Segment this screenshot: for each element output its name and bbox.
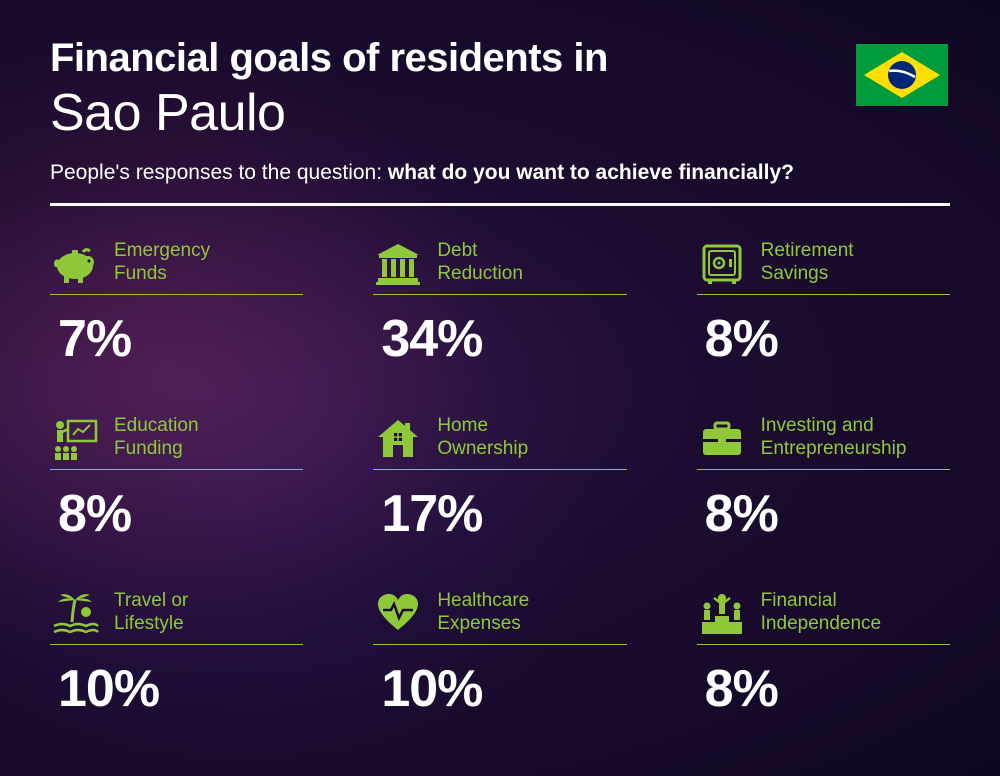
stat-value: 17% — [381, 484, 626, 544]
stat-travel-lifestyle: Travel or Lifestyle 10% — [50, 590, 303, 719]
stat-education-funding: Education Funding 8% — [50, 415, 303, 544]
stat-home-ownership: Home Ownership 17% — [373, 415, 626, 544]
house-icon — [373, 415, 423, 461]
stat-financial-independence: Financial Independence 8% — [697, 590, 950, 719]
stat-value: 8% — [58, 484, 303, 544]
card-head: Travel or Lifestyle — [50, 590, 303, 645]
stat-emergency-funds: Emergency Funds 7% — [50, 240, 303, 369]
stat-label: Travel or Lifestyle — [114, 590, 188, 636]
brazil-flag-icon — [856, 44, 948, 106]
divider — [50, 203, 950, 206]
card-head: Emergency Funds — [50, 240, 303, 295]
stat-label: Home Ownership — [437, 415, 528, 461]
title-line1: Financial goals of residents in — [50, 36, 950, 81]
stat-label: Investing and Entrepreneurship — [761, 415, 907, 461]
subtitle-prefix: People's responses to the question: — [50, 161, 388, 184]
stat-value: 8% — [705, 309, 950, 369]
main-container: Financial goals of residents in Sao Paul… — [0, 0, 1000, 749]
briefcase-icon — [697, 415, 747, 461]
stat-label: Healthcare Expenses — [437, 590, 529, 636]
card-head: Investing and Entrepreneurship — [697, 415, 950, 470]
title-line2: Sao Paulo — [50, 83, 950, 143]
stat-investing: Investing and Entrepreneurship 8% — [697, 415, 950, 544]
heart-pulse-icon — [373, 590, 423, 636]
subtitle: People's responses to the question: what… — [50, 161, 950, 185]
stat-value: 34% — [381, 309, 626, 369]
stat-label: Retirement Savings — [761, 240, 854, 286]
stat-value: 10% — [58, 659, 303, 719]
header: Financial goals of residents in Sao Paul… — [50, 36, 950, 206]
card-head: Home Ownership — [373, 415, 626, 470]
stat-value: 8% — [705, 659, 950, 719]
stat-retirement-savings: Retirement Savings 8% — [697, 240, 950, 369]
card-head: Retirement Savings — [697, 240, 950, 295]
piggy-bank-icon — [50, 240, 100, 286]
stat-healthcare: Healthcare Expenses 10% — [373, 590, 626, 719]
bank-icon — [373, 240, 423, 286]
card-head: Education Funding — [50, 415, 303, 470]
stat-label: Financial Independence — [761, 590, 881, 636]
stat-label: Education Funding — [114, 415, 199, 461]
stat-debt-reduction: Debt Reduction 34% — [373, 240, 626, 369]
stat-value: 10% — [381, 659, 626, 719]
card-head: Debt Reduction — [373, 240, 626, 295]
stat-label: Debt Reduction — [437, 240, 523, 286]
card-head: Healthcare Expenses — [373, 590, 626, 645]
subtitle-bold: what do you want to achieve financially? — [388, 161, 794, 184]
stat-label: Emergency Funds — [114, 240, 210, 286]
stats-grid: Emergency Funds 7% — [50, 240, 950, 719]
safe-icon — [697, 240, 747, 286]
stat-value: 7% — [58, 309, 303, 369]
card-head: Financial Independence — [697, 590, 950, 645]
podium-icon — [697, 590, 747, 636]
palm-icon — [50, 590, 100, 636]
presentation-icon — [50, 415, 100, 461]
stat-value: 8% — [705, 484, 950, 544]
